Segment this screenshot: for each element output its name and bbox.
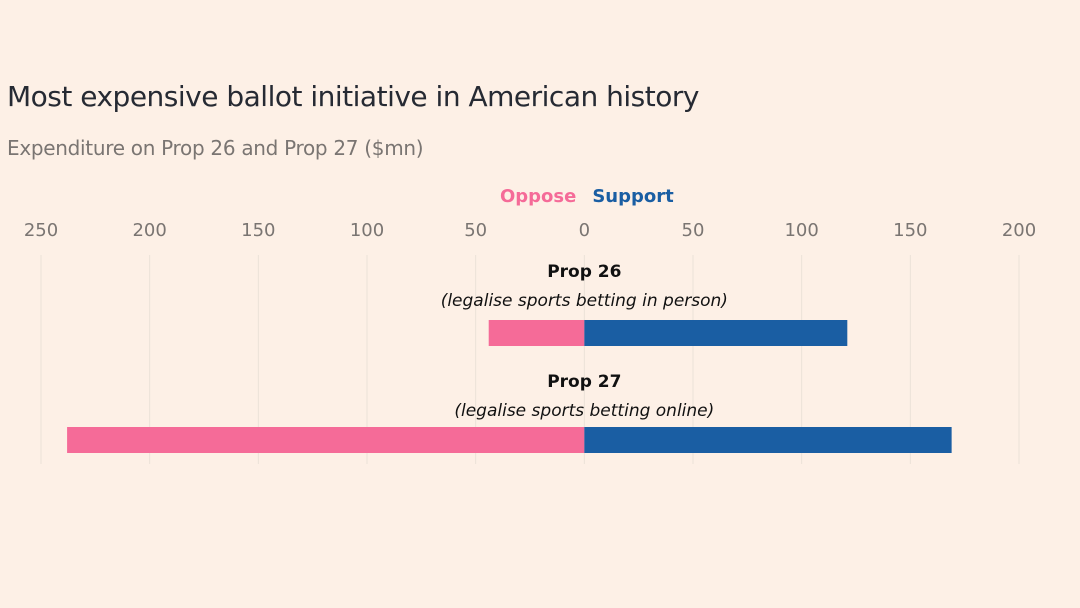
chart-subtitle: Expenditure on Prop 26 and Prop 27 ($mn) — [7, 136, 424, 160]
legend-support: Support — [592, 186, 674, 207]
category-description: (legalise sports betting online) — [454, 401, 714, 421]
category-description: (legalise sports betting in person) — [441, 291, 728, 311]
bar-support — [584, 320, 848, 346]
x-tick-label: 200 — [132, 220, 166, 241]
x-tick-label: 100 — [784, 220, 818, 241]
chart-title: Most expensive ballot initiative in Amer… — [7, 80, 699, 113]
legend-oppose: Oppose — [500, 186, 576, 207]
bar-oppose — [67, 427, 585, 453]
x-tick-label: 150 — [893, 220, 927, 241]
bar-oppose — [488, 320, 585, 346]
x-tick-label: 50 — [682, 220, 705, 241]
x-tick-label: 0 — [579, 220, 590, 241]
x-tick-label: 250 — [24, 220, 58, 241]
x-tick-label: 200 — [1002, 220, 1036, 241]
x-tick-label: 100 — [350, 220, 384, 241]
x-tick-label: 150 — [241, 220, 275, 241]
category-label: Prop 27 — [547, 372, 621, 392]
bar-support — [584, 427, 952, 453]
x-tick-label: 50 — [464, 220, 487, 241]
category-label: Prop 26 — [547, 262, 621, 282]
